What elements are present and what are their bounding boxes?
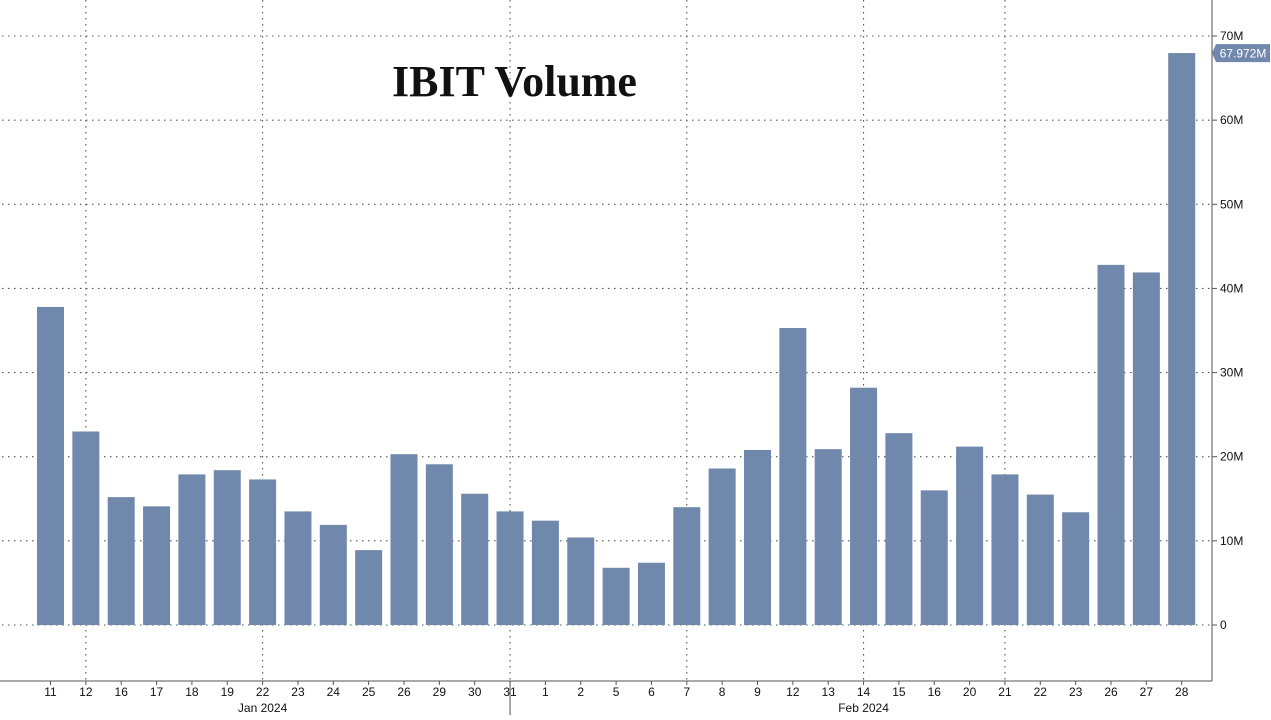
y-tick-label: 70M: [1220, 29, 1243, 43]
bar: [637, 562, 665, 625]
bar: [461, 493, 489, 625]
bar: [1026, 494, 1054, 625]
bar: [1168, 53, 1196, 625]
bar: [37, 306, 64, 625]
last-value-badge: [1212, 44, 1270, 63]
x-tick-label: 13: [822, 685, 836, 699]
y-tick-label: 40M: [1220, 281, 1243, 295]
x-tick-label: 27: [1140, 685, 1154, 699]
x-tick-label: 24: [327, 685, 341, 699]
x-tick-label: 1: [542, 685, 549, 699]
x-tick-label: 23: [291, 685, 305, 699]
x-tick-label: 16: [115, 685, 129, 699]
bar: [496, 511, 524, 625]
bar: [956, 446, 984, 625]
x-tick-label: 22: [256, 685, 270, 699]
bar: [319, 524, 347, 625]
bar: [284, 511, 312, 625]
bar: [425, 464, 453, 625]
x-tick-label: 11: [44, 685, 57, 699]
bar: [744, 449, 771, 625]
bar: [107, 497, 135, 625]
bar: [355, 550, 383, 625]
x-tick-label: 26: [1104, 685, 1118, 699]
x-tick-label: 7: [683, 685, 690, 699]
y-tick-label: 30M: [1220, 366, 1243, 380]
bar: [178, 474, 206, 625]
bar: [991, 474, 1019, 625]
x-tick-label: 18: [185, 685, 199, 699]
y-tick-label: 10M: [1220, 534, 1243, 548]
x-tick-label: 8: [719, 685, 726, 699]
x-tick-label: 14: [857, 685, 871, 699]
y-tick-label: 0: [1220, 618, 1227, 632]
bar: [249, 479, 277, 625]
x-tick-label: 29: [433, 685, 447, 699]
x-tick-label: 25: [362, 685, 376, 699]
last-value-label: 67.972M: [1220, 47, 1267, 61]
x-tick-label: 12: [786, 685, 800, 699]
x-tick-label: 17: [150, 685, 164, 699]
x-tick-label: 2: [577, 685, 584, 699]
month-label: Jan 2024: [238, 701, 288, 715]
bar: [567, 537, 595, 625]
bar: [708, 468, 736, 625]
bar: [531, 520, 559, 625]
x-tick-label: 21: [998, 685, 1012, 699]
x-tick-label: 28: [1175, 685, 1189, 699]
bar: [72, 431, 100, 625]
axes: [0, 0, 1217, 715]
x-tick-label: 5: [613, 685, 620, 699]
bar: [1097, 264, 1125, 625]
x-tick-label: 16: [928, 685, 942, 699]
bar: [814, 449, 842, 625]
bar: [602, 567, 630, 625]
x-tick-label: 6: [648, 685, 655, 699]
bar: [920, 490, 948, 625]
bar: [1132, 272, 1160, 625]
bar: [213, 470, 241, 625]
bar: [1062, 512, 1090, 625]
bar: [143, 506, 171, 625]
x-tick-label: 19: [221, 685, 235, 699]
bar: [390, 454, 418, 625]
y-tick-label: 20M: [1220, 450, 1243, 464]
chart-title: IBIT Volume: [392, 57, 637, 106]
x-tick-label: 12: [79, 685, 93, 699]
y-tick-label: 50M: [1220, 197, 1243, 211]
x-tick-label: 30: [468, 685, 482, 699]
bars: [37, 53, 1196, 625]
x-tick-label: 22: [1034, 685, 1048, 699]
x-tick-label: 9: [754, 685, 761, 699]
x-tick-label: 20: [963, 685, 977, 699]
x-tick-label: 15: [892, 685, 906, 699]
y-tick-label: 60M: [1220, 113, 1243, 127]
month-label: Feb 2024: [838, 701, 889, 715]
x-tick-label: 26: [397, 685, 411, 699]
bar: [850, 387, 878, 625]
x-tick-label: 31: [503, 685, 517, 699]
x-tick-label: 23: [1069, 685, 1083, 699]
bar: [673, 507, 701, 625]
bar: [885, 433, 913, 625]
bar: [779, 327, 807, 625]
